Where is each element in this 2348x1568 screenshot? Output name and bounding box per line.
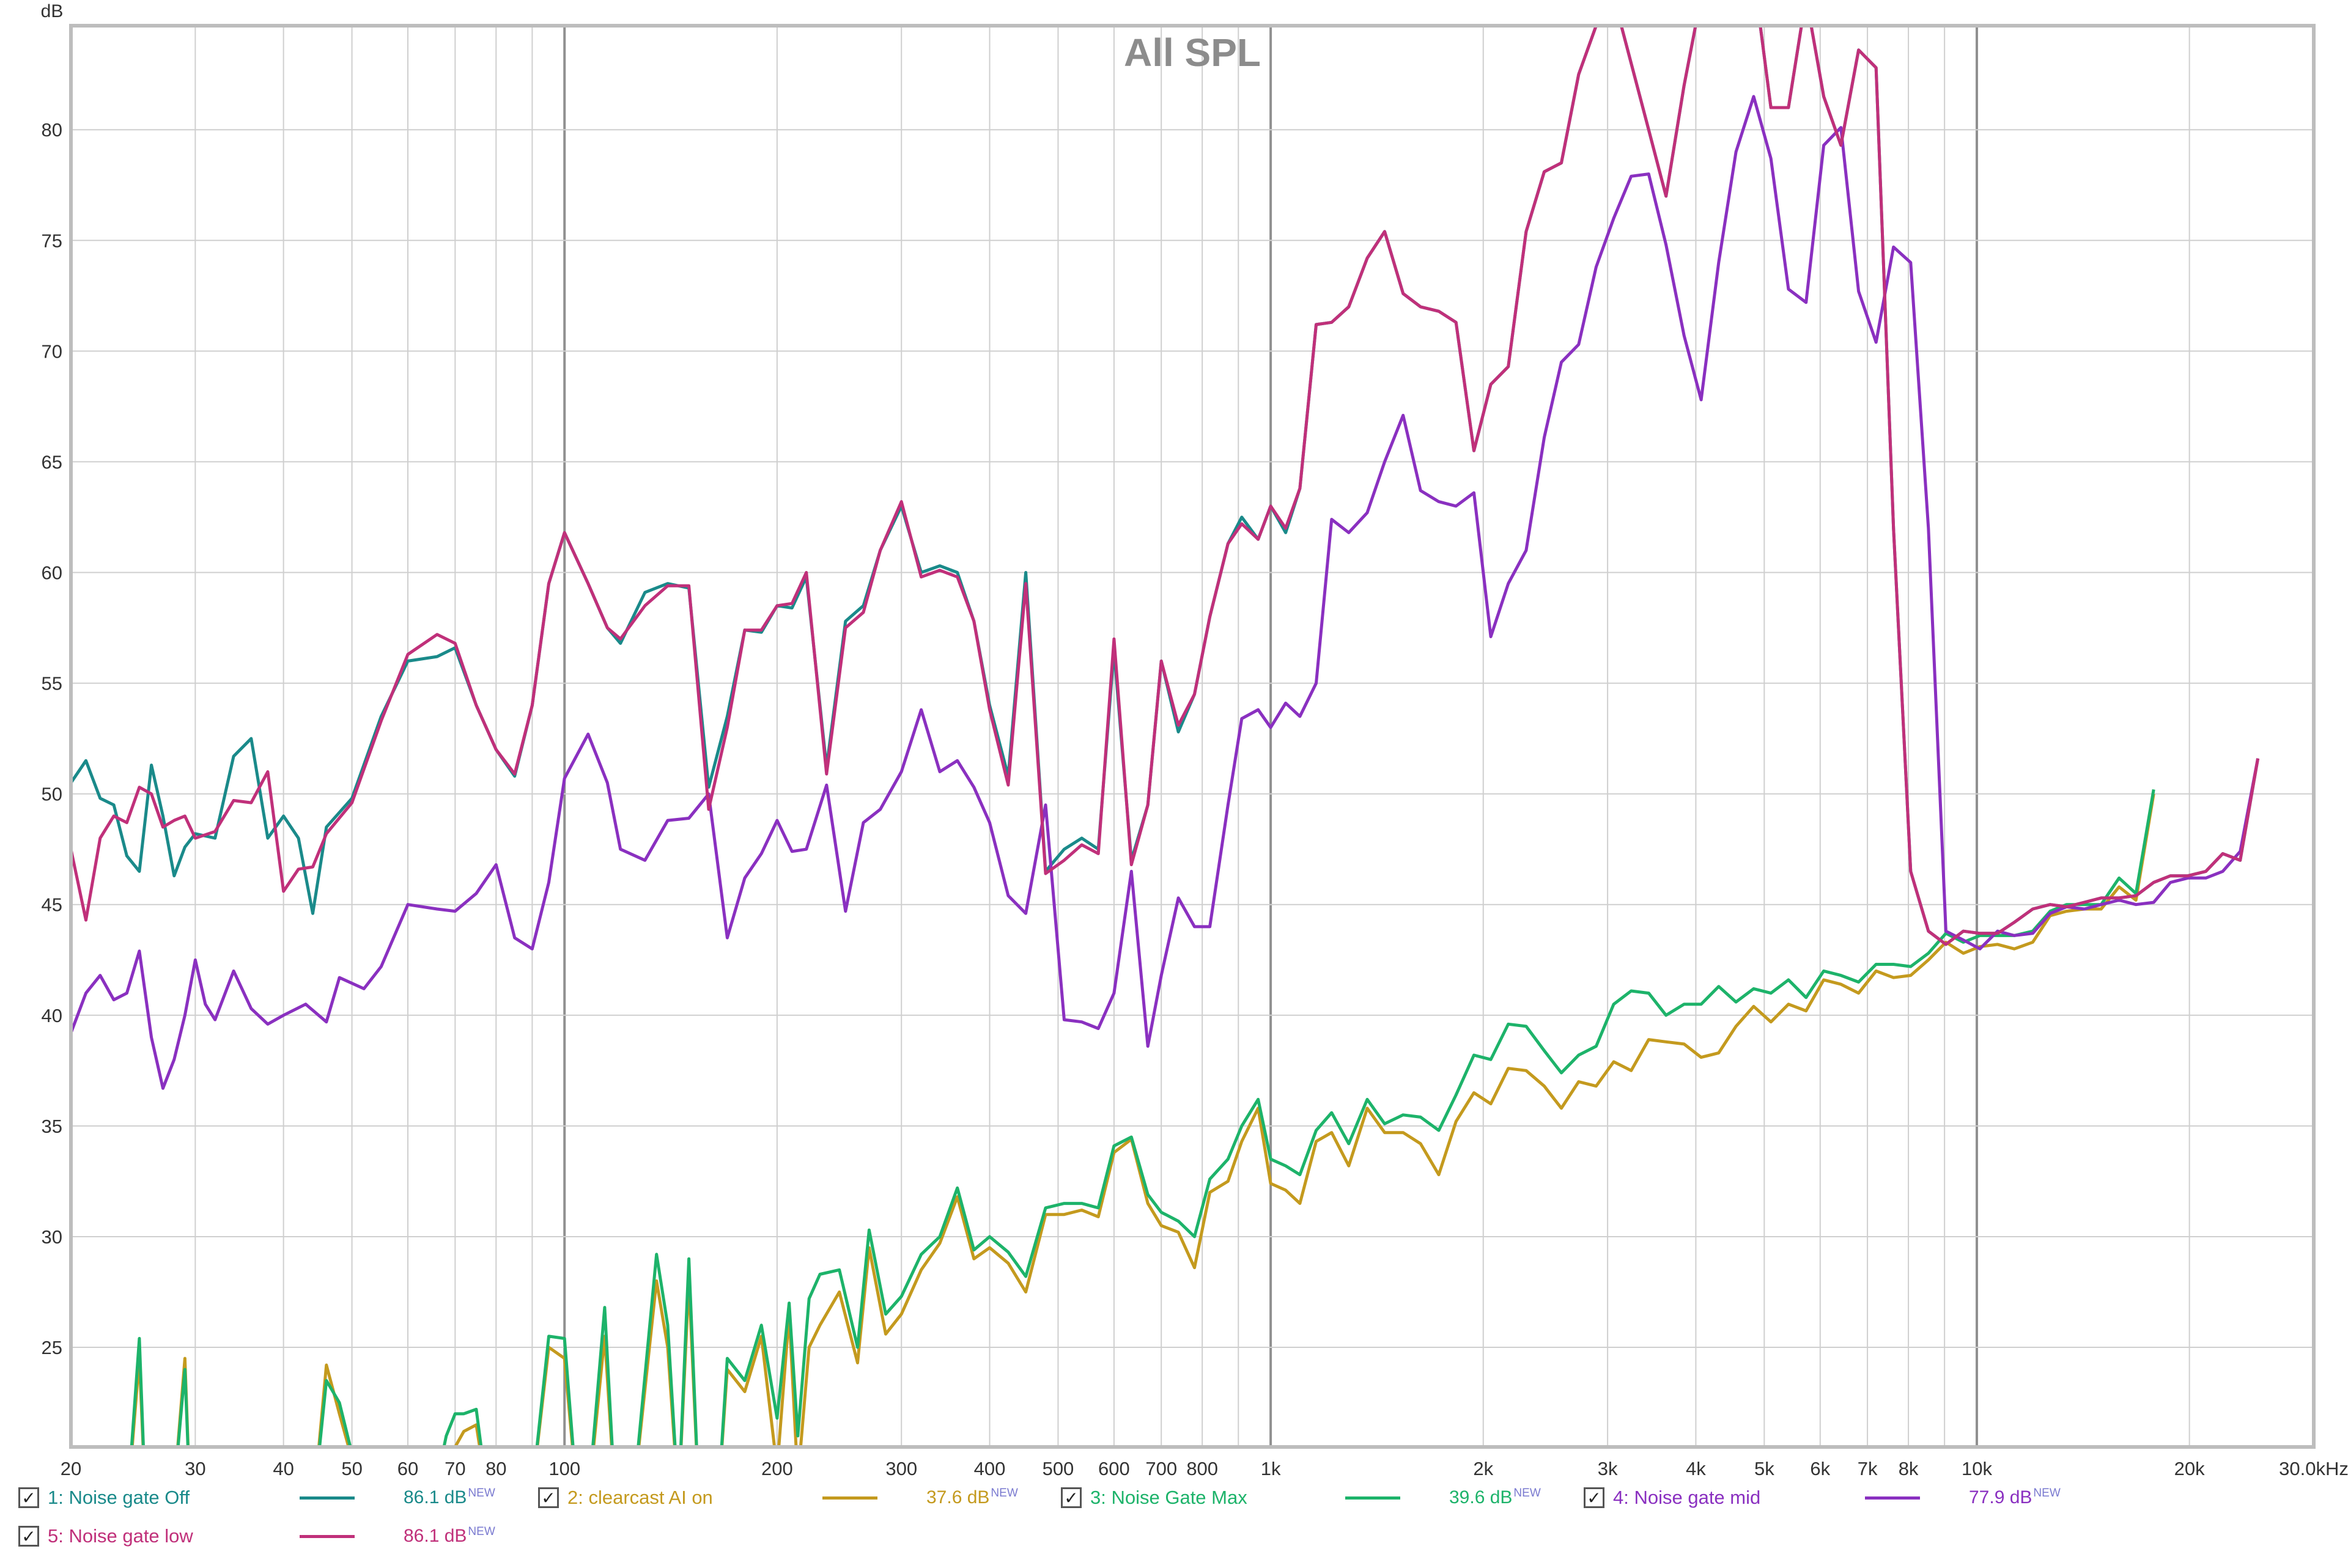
x-tick-label: 40 bbox=[273, 1458, 294, 1479]
legend-item[interactable]: ✓ 2: clearcast AI on bbox=[538, 1479, 713, 1516]
y-tick-label: 30 bbox=[42, 1226, 62, 1248]
series-line-4 bbox=[71, 95, 2260, 1090]
legend-item[interactable]: ✓ 1: Noise gate Off bbox=[18, 1479, 190, 1516]
legend-level-value: 86.1 dB bbox=[404, 1526, 467, 1546]
x-tick-label: 600 bbox=[1098, 1458, 1130, 1479]
x-tick-label: 200 bbox=[761, 1458, 793, 1479]
y-tick-label: 60 bbox=[42, 562, 62, 584]
x-tick-label: 1k bbox=[1261, 1458, 1281, 1479]
legend-level-value: 86.1 dB bbox=[404, 1487, 467, 1507]
legend-item[interactable]: ✓ 5: Noise gate low bbox=[18, 1518, 193, 1555]
x-tick-label: 7k bbox=[1858, 1458, 1878, 1479]
x-tick-label: 10k bbox=[1962, 1458, 1992, 1479]
y-tick-label: 25 bbox=[42, 1337, 62, 1358]
legend-level: 86.1 dB NEW bbox=[404, 1525, 495, 1547]
legend-level: 39.6 dB NEW bbox=[1449, 1487, 1541, 1508]
legend-level: 86.1 dB NEW bbox=[404, 1487, 495, 1508]
x-tick-label: 400 bbox=[974, 1458, 1006, 1479]
legend-checkbox[interactable]: ✓ bbox=[538, 1487, 559, 1508]
series-layer bbox=[71, 26, 2260, 1447]
legend-swatch bbox=[300, 1535, 355, 1538]
x-tick-label: 20k bbox=[2174, 1458, 2205, 1479]
x-tick-label: 60 bbox=[397, 1458, 418, 1479]
legend-new-tag: NEW bbox=[1513, 1487, 1541, 1500]
series-line-5 bbox=[71, 26, 2260, 946]
legend-checkbox[interactable]: ✓ bbox=[18, 1526, 39, 1547]
legend-level-value: 37.6 dB bbox=[926, 1487, 990, 1507]
x-tick-label: 50 bbox=[341, 1458, 362, 1479]
legend-new-tag: NEW bbox=[991, 1487, 1018, 1500]
x-tick-label: 8k bbox=[1899, 1458, 1919, 1479]
legend-label: 4: Noise gate mid bbox=[1613, 1487, 1761, 1508]
x-tick-label: 20 bbox=[61, 1458, 81, 1479]
series-line-3 bbox=[130, 789, 2155, 1447]
legend-level: 77.9 dB NEW bbox=[1969, 1487, 2061, 1508]
legend-swatch bbox=[1865, 1496, 1920, 1500]
x-tick-label: 3k bbox=[1598, 1458, 1618, 1479]
legend-new-tag: NEW bbox=[468, 1487, 495, 1500]
legend-checkbox[interactable]: ✓ bbox=[1584, 1487, 1604, 1508]
plot-background bbox=[71, 26, 2314, 1447]
series-line-2 bbox=[130, 793, 2155, 1447]
legend-label: 5: Noise gate low bbox=[48, 1525, 193, 1547]
x-tick-label: 700 bbox=[1145, 1458, 1177, 1479]
x-tick-label: 300 bbox=[885, 1458, 917, 1479]
legend-label: 1: Noise gate Off bbox=[48, 1487, 190, 1508]
grid bbox=[71, 26, 2314, 1447]
chart-title: All SPL bbox=[1124, 31, 1261, 75]
y-tick-label: 80 bbox=[42, 119, 62, 141]
x-tick-label: 80 bbox=[485, 1458, 506, 1479]
y-tick-label: 65 bbox=[42, 451, 62, 473]
legend-item[interactable]: ✓ 4: Noise gate mid bbox=[1584, 1479, 1760, 1516]
legend-level-value: 77.9 dB bbox=[1969, 1487, 2032, 1507]
x-tick-label: 70 bbox=[445, 1458, 465, 1479]
y-tick-label: 50 bbox=[42, 784, 62, 805]
y-tick-label: 45 bbox=[42, 894, 62, 916]
legend-label: 2: clearcast AI on bbox=[567, 1487, 713, 1508]
plot-frame bbox=[69, 24, 2316, 1449]
legend-item[interactable]: ✓ 3: Noise Gate Max bbox=[1061, 1479, 1247, 1516]
legend-level: 37.6 dB NEW bbox=[926, 1487, 1018, 1508]
y-axis-label: dB bbox=[41, 1, 64, 21]
y-axis-ticks: 25 30 35 40 45 50 55 60 65 70 75 80 bbox=[42, 119, 62, 1358]
x-axis-ticks: 20 30 40 50 60 70 80 100 200 300 400 500 600 700 800 1k… bbox=[61, 1458, 2348, 1479]
spl-chart: 20 30 40 50 60 70 80 100 200 300 400 500 600 700 800 1k… bbox=[41, 1, 2348, 1479]
x-tick-label: 4k bbox=[1686, 1458, 1706, 1479]
y-tick-label: 70 bbox=[42, 340, 62, 362]
legend-swatch bbox=[822, 1496, 877, 1500]
y-tick-label: 55 bbox=[42, 673, 62, 694]
y-tick-label: 75 bbox=[42, 230, 62, 251]
x-tick-label: 30 bbox=[185, 1458, 205, 1479]
legend-checkbox[interactable]: ✓ bbox=[18, 1487, 39, 1508]
legend-swatch bbox=[300, 1496, 355, 1500]
x-tick-label: 6k bbox=[1810, 1458, 1830, 1479]
legend-new-tag: NEW bbox=[468, 1525, 495, 1538]
legend-label: 3: Noise Gate Max bbox=[1090, 1487, 1247, 1508]
x-tick-label: 500 bbox=[1043, 1458, 1074, 1479]
legend-swatch bbox=[1345, 1496, 1400, 1500]
x-tick-label: 5k bbox=[1754, 1458, 1774, 1479]
y-tick-label: 40 bbox=[42, 1005, 62, 1026]
x-tick-label: 800 bbox=[1186, 1458, 1218, 1479]
x-tick-label: 30.0kHz bbox=[2279, 1458, 2348, 1479]
y-tick-label: 35 bbox=[42, 1116, 62, 1137]
legend-new-tag: NEW bbox=[2033, 1487, 2061, 1500]
legend-checkbox[interactable]: ✓ bbox=[1061, 1487, 1082, 1508]
x-tick-label: 100 bbox=[548, 1458, 580, 1479]
legend-level-value: 39.6 dB bbox=[1449, 1487, 1513, 1507]
x-tick-label: 2k bbox=[1473, 1458, 1493, 1479]
legend: ✓ 1: Noise gate Off 86.1 dB NEW ✓ 2: clearcas… bbox=[0, 1479, 2348, 1568]
